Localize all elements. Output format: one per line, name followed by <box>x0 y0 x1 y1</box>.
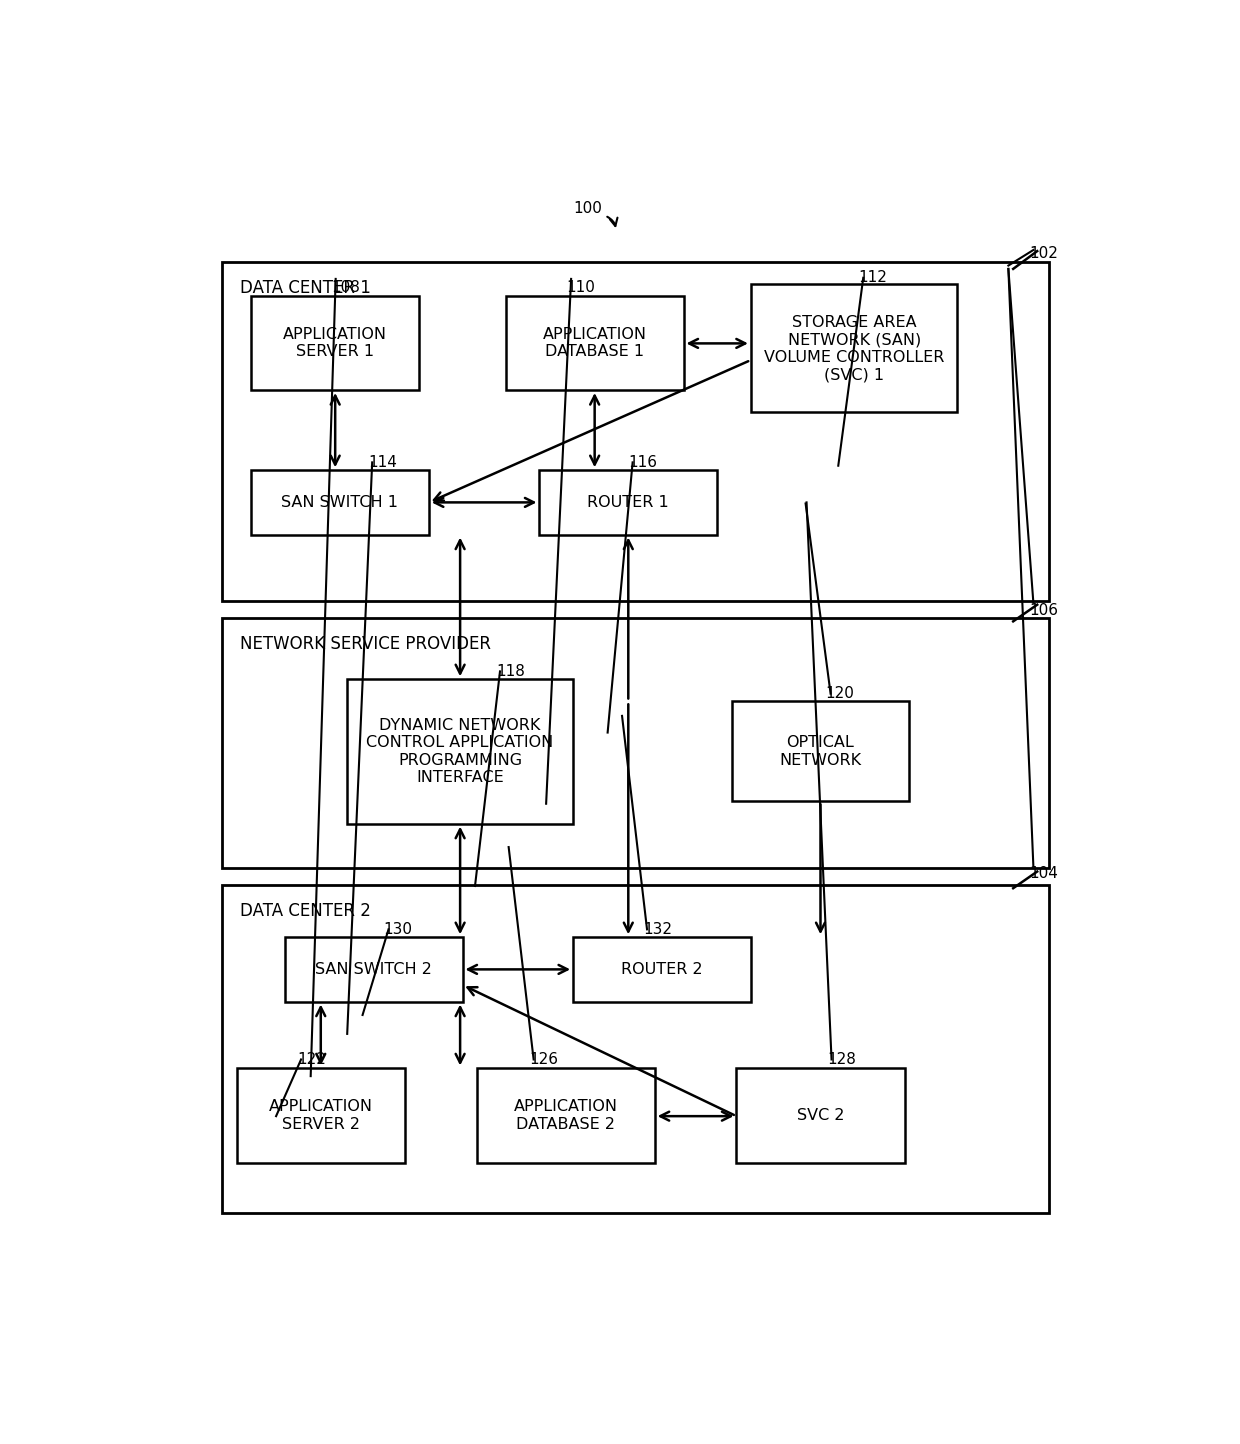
Text: 110: 110 <box>567 280 595 296</box>
Text: 100: 100 <box>573 201 601 217</box>
Bar <box>573 937 751 1002</box>
Text: 128: 128 <box>828 1051 857 1067</box>
Text: 112: 112 <box>858 270 888 286</box>
Text: OPTICAL
NETWORK: OPTICAL NETWORK <box>780 735 862 768</box>
Text: DYNAMIC NETWORK
CONTROL APPLICATION
PROGRAMMING
INTERFACE: DYNAMIC NETWORK CONTROL APPLICATION PROG… <box>367 718 554 786</box>
Text: APPLICATION
DATABASE 2: APPLICATION DATABASE 2 <box>513 1099 618 1132</box>
Bar <box>250 296 419 390</box>
Text: 104: 104 <box>1029 866 1059 881</box>
Bar <box>477 1069 655 1162</box>
Text: DATA CENTER 1: DATA CENTER 1 <box>239 279 371 297</box>
Text: SAN SWITCH 2: SAN SWITCH 2 <box>315 962 432 978</box>
Text: 116: 116 <box>629 455 657 469</box>
Bar <box>237 1069 404 1162</box>
Text: ROUTER 1: ROUTER 1 <box>588 495 670 510</box>
Bar <box>222 618 1049 868</box>
Text: NETWORK SERVICE PROVIDER: NETWORK SERVICE PROVIDER <box>239 635 491 653</box>
Text: 106: 106 <box>1029 602 1059 618</box>
Text: 118: 118 <box>496 664 525 679</box>
Text: 122: 122 <box>298 1051 326 1067</box>
Bar <box>222 263 1049 601</box>
Text: SVC 2: SVC 2 <box>797 1108 844 1123</box>
Text: APPLICATION
DATABASE 1: APPLICATION DATABASE 1 <box>543 326 646 360</box>
Text: ROUTER 2: ROUTER 2 <box>621 962 703 978</box>
Bar <box>732 702 909 801</box>
Text: 126: 126 <box>529 1051 559 1067</box>
Text: 114: 114 <box>368 455 397 469</box>
Text: 120: 120 <box>826 686 854 702</box>
Text: SAN SWITCH 1: SAN SWITCH 1 <box>281 495 398 510</box>
Bar <box>539 471 717 534</box>
Text: 102: 102 <box>1029 245 1059 261</box>
Bar <box>737 1069 905 1162</box>
Text: 108: 108 <box>331 280 360 296</box>
Text: DATA CENTER 2: DATA CENTER 2 <box>239 901 371 920</box>
Bar <box>506 296 683 390</box>
Bar <box>347 679 573 823</box>
Bar <box>250 471 429 534</box>
Bar <box>285 937 463 1002</box>
Bar <box>751 284 957 413</box>
Text: APPLICATION
SERVER 2: APPLICATION SERVER 2 <box>269 1099 373 1132</box>
Bar <box>222 885 1049 1213</box>
Text: APPLICATION
SERVER 1: APPLICATION SERVER 1 <box>283 326 387 360</box>
Text: 132: 132 <box>644 921 672 937</box>
Text: STORAGE AREA
NETWORK (SAN)
VOLUME CONTROLLER
(SVC) 1: STORAGE AREA NETWORK (SAN) VOLUME CONTRO… <box>764 315 945 383</box>
Text: 130: 130 <box>383 921 413 937</box>
